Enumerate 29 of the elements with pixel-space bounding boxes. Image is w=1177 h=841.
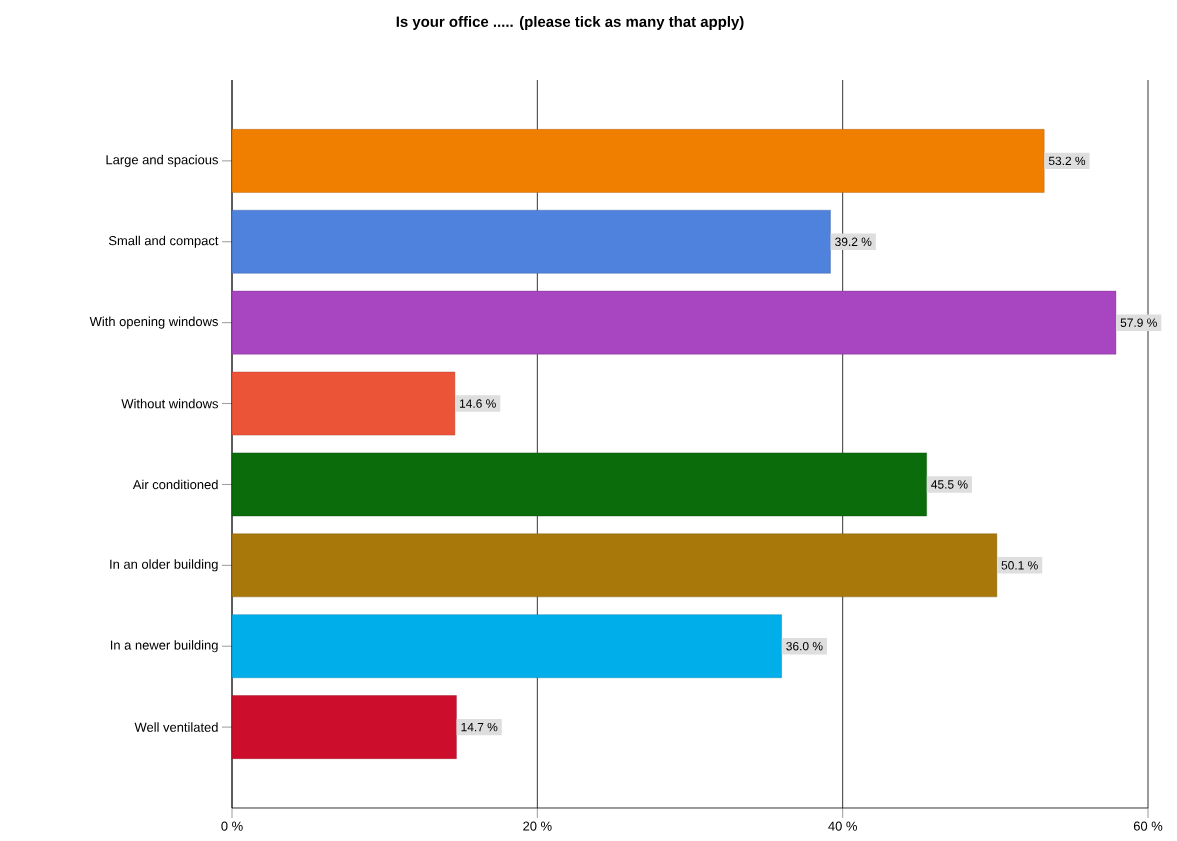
bar [231, 371, 456, 436]
y-tick-label: Without windows [121, 398, 218, 409]
data-label: 39.2 % [835, 237, 872, 246]
y-tick-label: Well ventilated [134, 722, 218, 732]
data-label: 14.6 % [459, 399, 496, 408]
bar [231, 210, 831, 274]
y-tick-label: Small and compact [108, 235, 219, 248]
x-tick-label: 0 % [221, 821, 243, 831]
data-label: 36.0 % [786, 641, 823, 651]
bar [231, 290, 1117, 355]
y-tick-label: In a newer building [110, 640, 218, 653]
data-label: 57.9 % [1120, 318, 1157, 327]
data-label: 14.7 % [461, 722, 498, 732]
y-tick-label: Air conditioned [132, 479, 218, 490]
bar [231, 614, 782, 678]
bar [231, 452, 927, 517]
bar [231, 695, 457, 759]
data-label: 45.5 % [931, 480, 968, 489]
data-label: 50.1 % [1001, 561, 1038, 570]
y-tick-label: Large and spacious [106, 154, 218, 167]
y-tick-label: In an older building [110, 559, 218, 572]
x-tick-label: 40 % [828, 821, 857, 831]
bar [231, 129, 1045, 193]
y-tick-label: With opening windows [89, 316, 218, 329]
data-label: 53.2 % [1048, 156, 1086, 166]
bar [231, 533, 998, 598]
chart-title: Is your office ..... (please tick as many that apply) [396, 16, 744, 30]
x-tick-label: 20 % [523, 821, 552, 831]
x-tick-label: 60 % [1133, 821, 1163, 831]
